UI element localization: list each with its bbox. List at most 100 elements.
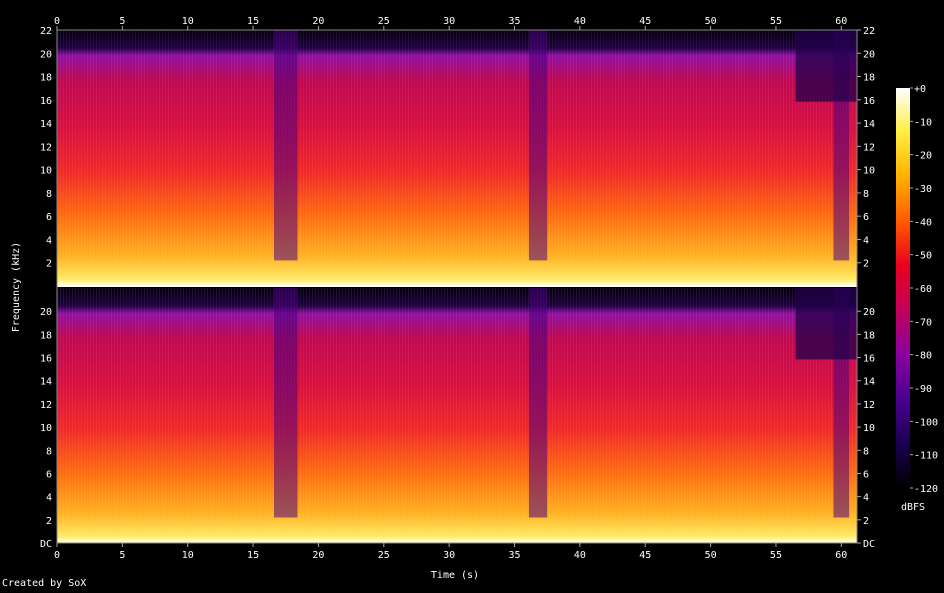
y-tick-label-right: 12: [863, 142, 875, 153]
x-tick-label-top: 10: [182, 16, 194, 27]
y-tick-label-right: 12: [863, 400, 875, 411]
colorbar-tick-label: -80: [914, 351, 932, 362]
x-tick-label-top: 35: [508, 16, 520, 27]
y-tick-label-left: 18: [40, 73, 52, 84]
x-tick-label-bottom: 30: [443, 550, 455, 561]
y-tick-label-left: 18: [40, 330, 52, 341]
x-tick-label-bottom: 5: [119, 550, 125, 561]
y-tick-label-left: 20: [40, 49, 52, 60]
x-tick-label-top: 55: [770, 16, 782, 27]
fade-region: [795, 288, 857, 360]
colorbar-tick-label: -90: [914, 384, 932, 395]
y-tick-label-right: 16: [863, 354, 875, 365]
colorbar-tick-label: -30: [914, 184, 932, 195]
y-tick-label-left: 6: [46, 469, 52, 480]
x-tick-label-bottom: 50: [705, 550, 717, 561]
y-tick-label-right: 2: [863, 259, 869, 270]
y-tick-label-right: 6: [863, 469, 869, 480]
colorbar-label: dBFS: [901, 502, 925, 513]
y-tick-label-right: DC: [863, 539, 875, 550]
y-tick-label-right: 20: [863, 307, 875, 318]
channel-2-spectrogram: [57, 288, 857, 543]
x-tick-label-top: 45: [639, 16, 651, 27]
y-tick-label-left: 6: [46, 212, 52, 223]
quiet-band: [528, 30, 548, 261]
spectrogram-texture: [57, 288, 857, 543]
colorbar-tick-label: -70: [914, 317, 932, 328]
colorbar-tick-label: -20: [914, 151, 932, 162]
y-tick-label-left: 20: [40, 307, 52, 318]
y-tick-label-left: 8: [46, 189, 52, 200]
x-tick-label-top: 0: [54, 16, 60, 27]
x-tick-label-top: 5: [119, 16, 125, 27]
y-axis-right: 2 4 6 8 10 12 14 16 18 20 22 DC 2 4 6 8 10 12 14 16 18 20: [857, 26, 875, 550]
colorbar-ticks: +0 -10 -20 -30 -40 -50 -60 -70 -80 -90 -100 -110 -12…: [910, 84, 938, 495]
x-tick-label-bottom: 0: [54, 550, 60, 561]
x-tick-label-top: 30: [443, 16, 455, 27]
fade-region: [795, 30, 857, 102]
x-axis-bottom: 0 5 10 15 20 25 30 35 40 45 50 55 60: [54, 543, 847, 561]
plot-frame: [56, 29, 858, 544]
colorbar-tick-label: -100: [914, 417, 938, 428]
credit-text: Created by SoX: [2, 578, 87, 589]
x-tick-label-top: 50: [705, 16, 717, 27]
y-tick-label-left: 22: [40, 26, 52, 37]
colorbar-tick-label: +0: [914, 84, 926, 95]
quiet-band: [528, 288, 548, 518]
x-tick-label-top: 25: [378, 16, 390, 27]
colorbar: [896, 88, 910, 488]
x-tick-label-bottom: 20: [312, 550, 324, 561]
quiet-band: [273, 30, 298, 261]
y-tick-label-right: 8: [863, 446, 869, 457]
y-tick-label-right: 8: [863, 189, 869, 200]
y-tick-label-right: 2: [863, 516, 869, 527]
colorbar-tick-label: -50: [914, 251, 932, 262]
x-axis-top: 0 5 10 15 20 25 30 35 40 45 50 55 60: [54, 16, 847, 30]
y-tick-label-right: 10: [863, 423, 875, 434]
y-tick-label-right: 4: [863, 235, 869, 246]
y-tick-label-left: 14: [40, 377, 52, 388]
y-tick-label-right: 18: [863, 330, 875, 341]
y-tick-label-left: 10: [40, 423, 52, 434]
x-tick-label-bottom: 55: [770, 550, 782, 561]
colorbar-tick-label: -60: [914, 284, 932, 295]
y-tick-label-right: 16: [863, 96, 875, 107]
x-tick-label-bottom: 35: [508, 550, 520, 561]
x-tick-label-bottom: 10: [182, 550, 194, 561]
colorbar-tick-label: -110: [914, 451, 938, 462]
y-tick-label-left: 16: [40, 354, 52, 365]
y-tick-label-left: 10: [40, 166, 52, 177]
x-tick-label-top: 20: [312, 16, 324, 27]
x-tick-label-top: 40: [574, 16, 586, 27]
x-tick-label-bottom: 45: [639, 550, 651, 561]
x-tick-label-top: 60: [835, 16, 847, 27]
x-tick-label-top: 15: [247, 16, 259, 27]
y-tick-label-right: 10: [863, 166, 875, 177]
y-tick-label-right: 14: [863, 377, 875, 388]
y-tick-label-left: 14: [40, 119, 52, 130]
spectrogram-texture: [57, 30, 857, 286]
y-tick-label-left: 16: [40, 96, 52, 107]
y-tick-label-left: 12: [40, 400, 52, 411]
x-tick-label-bottom: 40: [574, 550, 586, 561]
quiet-band: [273, 288, 298, 518]
y-tick-label-right: 22: [863, 26, 875, 37]
y-tick-label-right: 18: [863, 73, 875, 84]
y-tick-label-right: 20: [863, 49, 875, 60]
y-tick-label-left: 8: [46, 446, 52, 457]
y-tick-label-left: DC: [40, 539, 52, 550]
x-tick-label-bottom: 60: [835, 550, 847, 561]
y-tick-label-left: 4: [46, 493, 52, 504]
y-tick-label-right: 14: [863, 119, 875, 130]
y-axis-left: 2 4 6 8 10 12 14 16 18 20 22 DC 2 4 6 8 10 12 14 16 18 20: [40, 26, 52, 550]
colorbar-tick-label: -40: [914, 217, 932, 228]
y-tick-label-right: 6: [863, 212, 869, 223]
x-tick-label-bottom: 25: [378, 550, 390, 561]
y-tick-label-left: 2: [46, 259, 52, 270]
channel-1-spectrogram: [57, 30, 857, 286]
y-axis-label: Frequency (kHz): [11, 242, 22, 332]
y-tick-label-right: 4: [863, 493, 869, 504]
y-tick-label-left: 4: [46, 235, 52, 246]
y-tick-label-left: 2: [46, 516, 52, 527]
